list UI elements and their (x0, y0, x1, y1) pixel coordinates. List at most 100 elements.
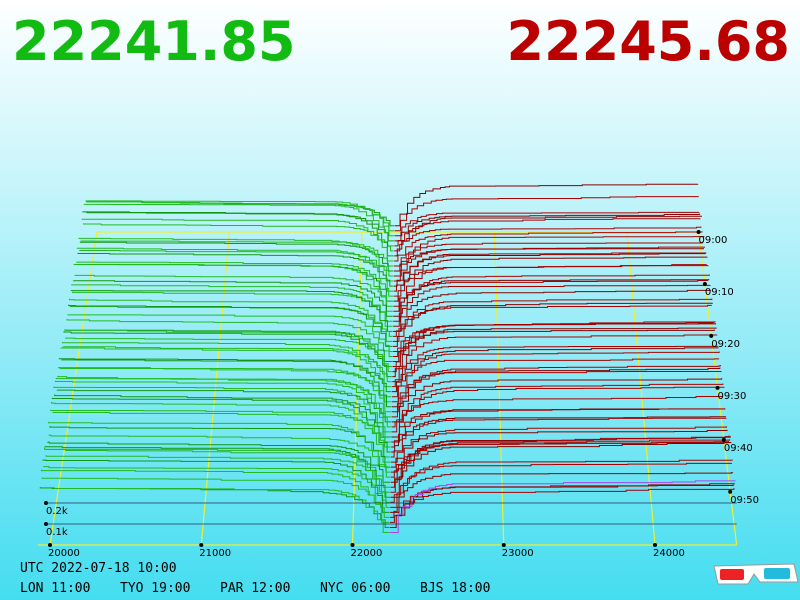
ask-curve (394, 183, 699, 227)
bid-curve (60, 347, 392, 398)
time-tick-mark (728, 489, 733, 494)
ask-curve (394, 231, 703, 262)
ask-curve (393, 279, 709, 307)
bid-curve (59, 368, 392, 403)
tick-mark (350, 543, 355, 547)
ask-curve (392, 289, 712, 332)
bid-curve (48, 434, 391, 473)
bid-curve (82, 211, 394, 257)
clocks: LON 11:00 TYO 19:00 PAR 12:00 NYC 06:00 BJS … (20, 581, 490, 596)
bid-curve (51, 401, 391, 458)
tick-mark (653, 543, 657, 547)
ask-curve (391, 395, 723, 428)
bid-curve (78, 237, 394, 282)
bid-curve (68, 304, 393, 347)
x-tick-label: 23000 (502, 548, 534, 559)
bid-curve (66, 319, 393, 357)
bid-curve (43, 466, 390, 508)
bid-curve (85, 200, 394, 237)
bid-curve (42, 459, 390, 513)
time-tick-mark (709, 333, 714, 338)
ask-curve (393, 284, 711, 327)
3d-glasses-icon (713, 563, 799, 585)
ask-curve (392, 323, 717, 373)
depth-curves (39, 183, 736, 533)
time-tick-mark (715, 385, 720, 390)
x-tick-label: 24000 (653, 548, 685, 559)
ask-curve (390, 436, 731, 493)
bid-curve (58, 358, 392, 408)
bid-curve (76, 247, 394, 292)
bid-curve (75, 261, 394, 297)
bid-curve (54, 394, 391, 438)
ask-curve (392, 329, 715, 363)
clock-label: NYC 06:00 (320, 581, 390, 596)
ask-curve (394, 213, 701, 242)
bid-curve (65, 329, 392, 363)
bid-curve (83, 203, 394, 247)
clock-label: BJS 18:00 (420, 581, 490, 596)
bid-curve (77, 252, 394, 287)
time-tick-mark (702, 281, 707, 286)
bid-curve (79, 249, 394, 277)
bid-curve (72, 291, 393, 322)
bid-curve (74, 274, 393, 307)
bid-curve (82, 223, 394, 252)
depth-tick-label: 0.1k (46, 527, 68, 538)
bid-curve (39, 487, 390, 533)
ask-curve (391, 386, 725, 443)
ask-curve (392, 327, 717, 378)
ask-curve (394, 215, 702, 257)
ask-curve (391, 383, 724, 433)
ask-curve (390, 426, 728, 463)
tick-mark (199, 543, 204, 547)
ask-curve (390, 459, 733, 508)
bid-curve (70, 290, 393, 332)
ask-curve (392, 302, 713, 347)
ask-curve (392, 334, 718, 383)
time-tick-label: 09:00 (699, 235, 728, 246)
bid-curve (75, 263, 393, 302)
ask-curve (394, 241, 704, 267)
ask-curve (392, 298, 713, 342)
clock-label: PAR 12:00 (220, 581, 290, 596)
ask-curve (390, 441, 732, 498)
time-tick-label: 09:50 (730, 495, 759, 506)
bid-curve (50, 409, 391, 463)
axes: 20000 21000 22000 23000 24000 0.1k 0.2k 09:00 09… (44, 230, 759, 559)
ask-curve (391, 417, 727, 458)
bid-curve (71, 284, 393, 327)
bid-curve (69, 305, 393, 337)
time-tick-mark (696, 230, 701, 234)
bid-curve (47, 421, 391, 478)
ask-curve (391, 408, 726, 448)
ask-curve (394, 196, 699, 232)
ask-curve (393, 246, 706, 282)
ask-curve (391, 378, 723, 423)
ask-curve (391, 365, 721, 413)
bid-curve (47, 441, 391, 483)
ask-curve (389, 480, 736, 533)
bid-curve (46, 448, 390, 488)
ask-curve (393, 256, 708, 302)
x-tick-label: 21000 (199, 548, 231, 559)
utc-time: UTC 2022-07-18 10:00 (20, 561, 177, 576)
clock-label: TYO 19:00 (120, 581, 190, 596)
bid-curve (40, 469, 390, 523)
ask-curve (393, 274, 710, 322)
bid-curve (81, 218, 394, 262)
bid-curve (44, 447, 390, 503)
bid-curve (52, 411, 391, 448)
bid-curve (63, 331, 392, 378)
grid-line (49, 231, 98, 546)
time-tick-label: 09:10 (705, 287, 734, 298)
ask-curve (390, 488, 735, 523)
ask-curve (393, 265, 709, 312)
tick-mark (48, 543, 52, 547)
bid-curve (54, 380, 391, 433)
ask-curve (389, 483, 736, 528)
clock-label: LON 11:00 (20, 581, 90, 596)
bid-curve (61, 359, 392, 393)
bid-curve (53, 386, 391, 443)
time-tick-label: 09:30 (718, 391, 747, 402)
